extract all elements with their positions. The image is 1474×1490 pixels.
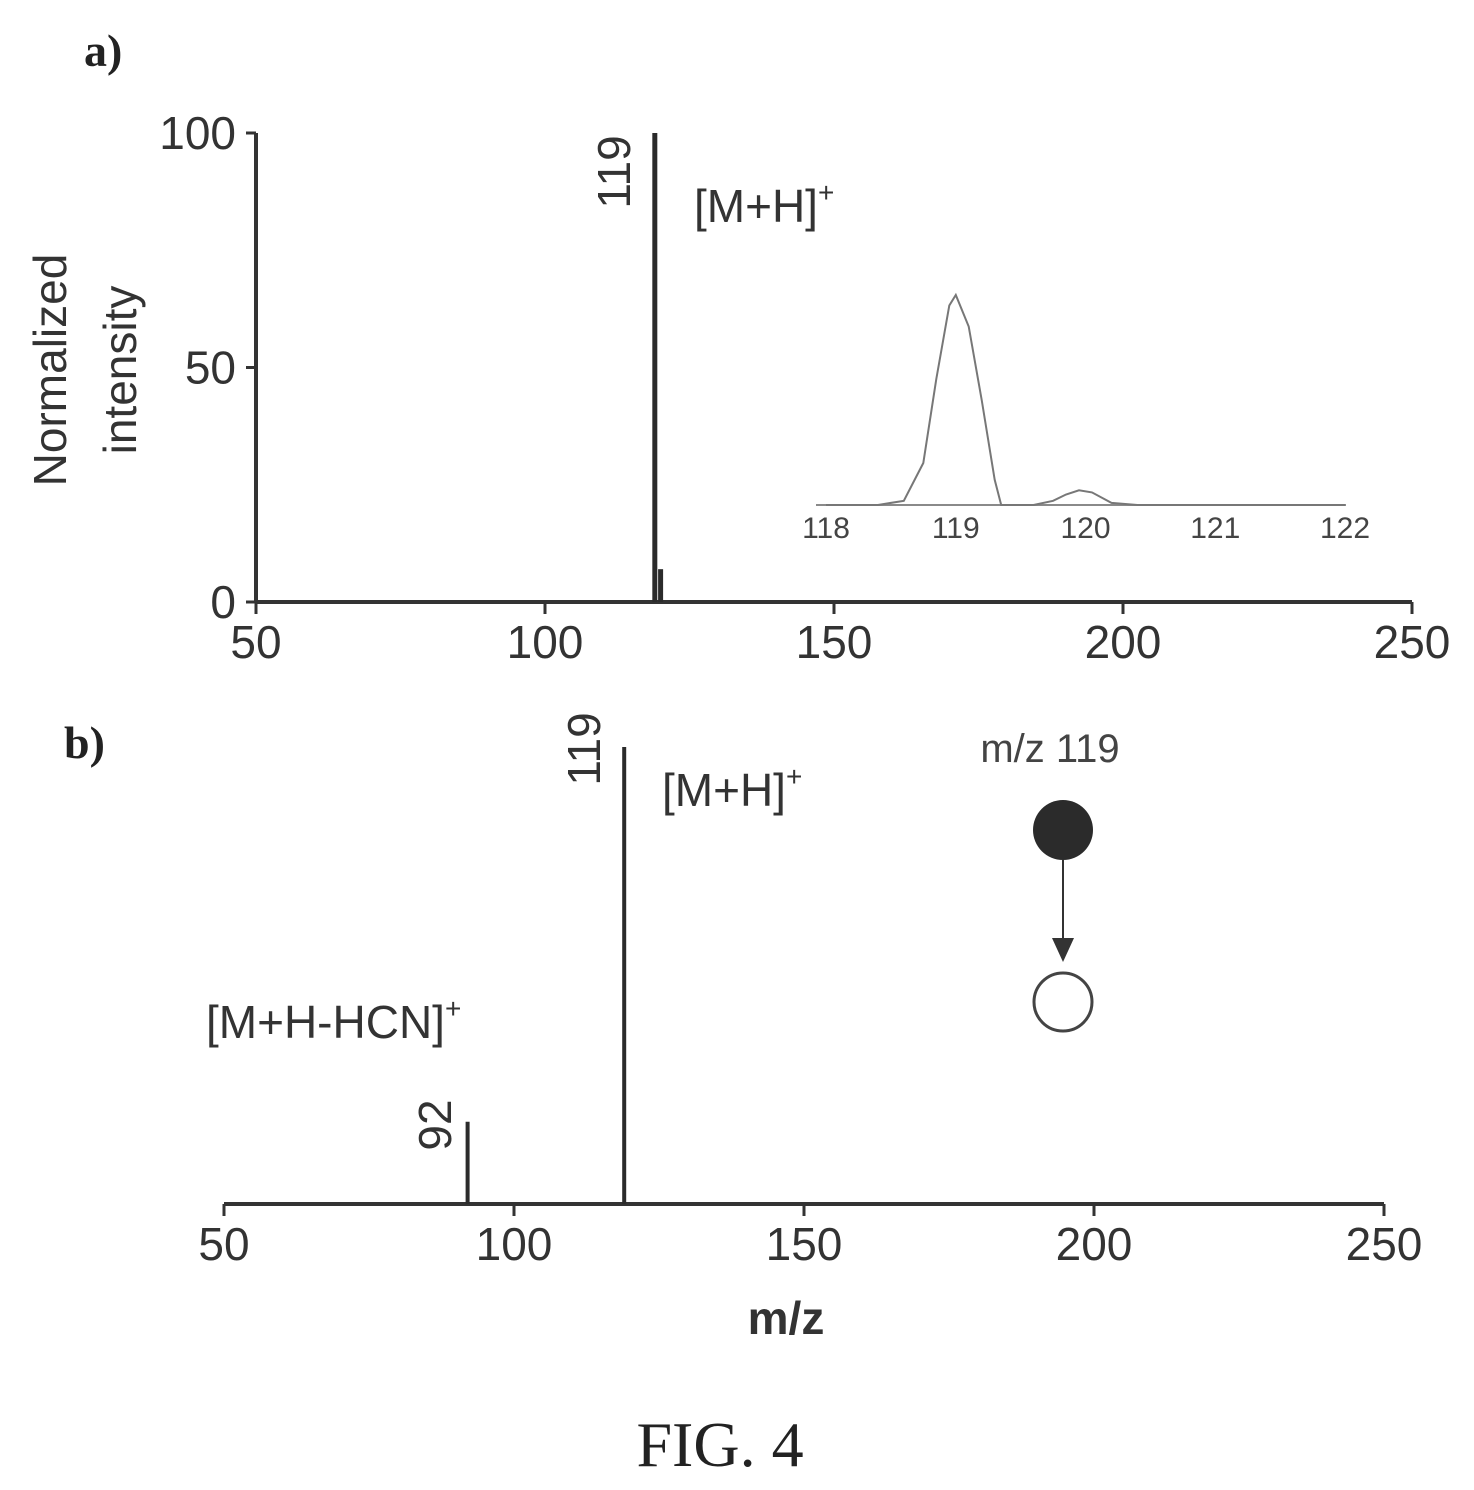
x-tick-label: 150 (766, 1218, 843, 1270)
y-tick-label: 0 (210, 576, 236, 628)
panel-a-label: a) (84, 25, 122, 76)
x-tick-label: 50 (230, 616, 281, 668)
panel-a-peak-label-119: 119 (588, 135, 640, 208)
x-axis-label: m/z (748, 1292, 825, 1344)
x-tick-label: 100 (507, 616, 584, 668)
x-tick-label: 150 (796, 616, 873, 668)
inset-profile-line (826, 292, 1345, 506)
panel-b-x-ticks: 50 100 150 200 250 (198, 1204, 1422, 1270)
product-ion-open-circle-icon (1032, 971, 1094, 1033)
inset-tick-label: 121 (1190, 512, 1240, 545)
panel-b-label: b) (64, 717, 105, 768)
precursor-ion-filled-circle-icon (1033, 800, 1093, 860)
panel-a-peaks (652, 133, 664, 602)
x-tick-label: 50 (198, 1218, 249, 1270)
panel-b: b) 50 100 150 200 250 119 92 [M+H]+ [M+H-HCN… (64, 712, 1422, 1344)
y-axis-label-line1: Normalized (24, 254, 76, 487)
x-tick-label: 200 (1085, 616, 1162, 668)
annotation-text: [M+H] (694, 180, 818, 232)
panel-a-annotation-mh: [M+H]+ (694, 177, 834, 232)
y-axis-label-line2: intensity (94, 286, 146, 455)
panel-a-x-ticks: 50 100 150 200 250 (230, 602, 1450, 668)
x-tick-label: 200 (1056, 1218, 1133, 1270)
x-tick-label: 100 (476, 1218, 553, 1270)
scheme-label: m/z 119 (980, 727, 1119, 771)
y-tick-label: 100 (159, 107, 236, 159)
annotation-superscript: + (786, 761, 802, 792)
panel-a-y-ticks: 0 50 100 (159, 107, 256, 628)
annotation-text: [M+H] (662, 764, 786, 816)
panel-b-annotation-mh: [M+H]+ (662, 761, 802, 816)
inset-tick-label: 119 (932, 512, 980, 545)
annotation-text: [M+H-HCN] (206, 996, 445, 1048)
panel-b-peak-label-119: 119 (558, 712, 610, 785)
fragmentation-arrow-head-icon (1052, 938, 1074, 962)
x-tick-label: 250 (1346, 1218, 1423, 1270)
figure-caption: FIG. 4 (636, 1409, 803, 1480)
annotation-superscript: + (818, 177, 834, 208)
panel-b-peak-label-92: 92 (409, 1099, 461, 1150)
annotation-superscript: + (445, 993, 461, 1024)
panel-b-peaks (465, 747, 627, 1204)
inset-tick-labels: 118 119 120 121 122 (802, 512, 1370, 545)
inset-tick-label: 118 (802, 512, 850, 545)
panel-b-annotation-mh-hcn: [M+H-HCN]+ (206, 993, 461, 1048)
x-tick-label: 250 (1374, 616, 1451, 668)
inset-tick-label: 122 (1320, 512, 1370, 545)
y-tick-label: 50 (185, 342, 236, 394)
inset-tick-label: 120 (1060, 512, 1110, 545)
panel-a-inset: 118 119 120 121 122 (802, 292, 1370, 545)
